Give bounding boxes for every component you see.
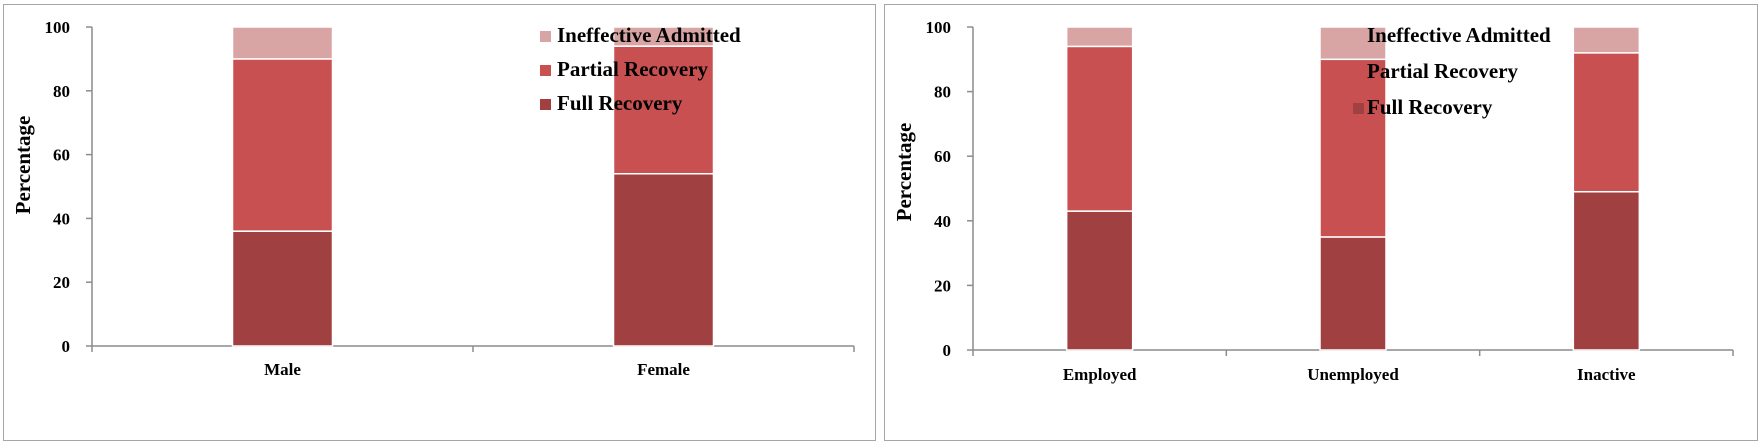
bar-male-full-recovery xyxy=(231,230,334,347)
bars xyxy=(1065,26,1641,351)
legend: Ineffective Admitted Partial Recovery Full… xyxy=(1353,23,1551,119)
bar-unemployed-ineffective-admitted xyxy=(1319,26,1387,61)
legend-swatch-partial-recovery xyxy=(540,65,551,76)
x-tick-label-male: Male xyxy=(264,360,301,379)
bar-inactive-partial-recovery xyxy=(1572,52,1641,193)
x-tick-label-inactive: Inactive xyxy=(1577,365,1636,384)
y-tick-label: 100 xyxy=(926,18,952,37)
y-tick-label: 0 xyxy=(943,341,952,360)
bar-unemployed-full-recovery xyxy=(1319,236,1387,351)
bar-unemployed-partial-recovery xyxy=(1319,58,1387,238)
bar-female-partial-recovery xyxy=(612,45,715,175)
y-tick-label: 60 xyxy=(934,147,951,166)
bars xyxy=(231,26,715,347)
y-tick-label: 100 xyxy=(45,18,71,37)
y-tick-label: 80 xyxy=(53,82,70,101)
y-tick-label: 0 xyxy=(62,337,71,356)
bar-female-full-recovery xyxy=(612,172,715,347)
bar-employed-partial-recovery xyxy=(1065,45,1134,212)
legend-swatch-ineffective-admitted xyxy=(1353,31,1364,42)
y-tick-label: 20 xyxy=(53,273,70,292)
bar-male-ineffective-admitted xyxy=(231,26,334,60)
bar-male-partial-recovery xyxy=(231,58,334,232)
bar-employed-ineffective-admitted xyxy=(1065,26,1134,48)
legend-swatch-ineffective-admitted xyxy=(540,31,551,42)
bar-inactive-full-recovery xyxy=(1572,190,1641,351)
legend-label-full-recovery: Full Recovery xyxy=(1367,95,1493,119)
legend-label-partial-recovery: Partial Recovery xyxy=(1367,59,1519,83)
bar-employed-full-recovery xyxy=(1065,210,1134,351)
axes: 0 20 40 60 80 100 xyxy=(45,18,855,356)
y-tick-label: 60 xyxy=(53,146,70,165)
legend-swatch-partial-recovery xyxy=(1353,67,1364,78)
legend-label-full-recovery: Full Recovery xyxy=(557,91,683,115)
y-axis-label: Percentage xyxy=(11,116,35,215)
legend-label-partial-recovery: Partial Recovery xyxy=(557,57,709,81)
x-tick-label-female: Female xyxy=(637,360,690,379)
employment-chart-panel: 0 20 40 60 80 100 Percentage Employed Unemployed… xyxy=(884,4,1758,441)
x-tick-label-unemployed: Unemployed xyxy=(1307,365,1399,384)
employment-chart: 0 20 40 60 80 100 Percentage Employed Unemployed… xyxy=(892,18,1734,384)
bar-female-ineffective-admitted xyxy=(612,26,715,47)
legend-label-ineffective-admitted: Ineffective Admitted xyxy=(1367,23,1551,47)
legend: Ineffective Admitted Partial Recovery Full… xyxy=(540,23,741,115)
gender-chart: 0 20 40 60 80 100 Percentage Male Female Ineffect… xyxy=(11,18,855,379)
legend-label-ineffective-admitted: Ineffective Admitted xyxy=(557,23,741,47)
y-tick-label: 80 xyxy=(934,83,951,102)
gender-chart-panel: 0 20 40 60 80 100 Percentage Male Female Ineffect… xyxy=(3,4,876,441)
legend-swatch-full-recovery xyxy=(540,99,551,110)
y-tick-label: 40 xyxy=(934,212,951,231)
y-axis-label: Percentage xyxy=(892,123,916,222)
x-tick-label-employed: Employed xyxy=(1063,365,1137,384)
legend-swatch-full-recovery xyxy=(1353,103,1364,114)
bar-inactive-ineffective-admitted xyxy=(1572,26,1641,54)
y-tick-label: 20 xyxy=(934,276,951,295)
y-tick-label: 40 xyxy=(53,209,70,228)
